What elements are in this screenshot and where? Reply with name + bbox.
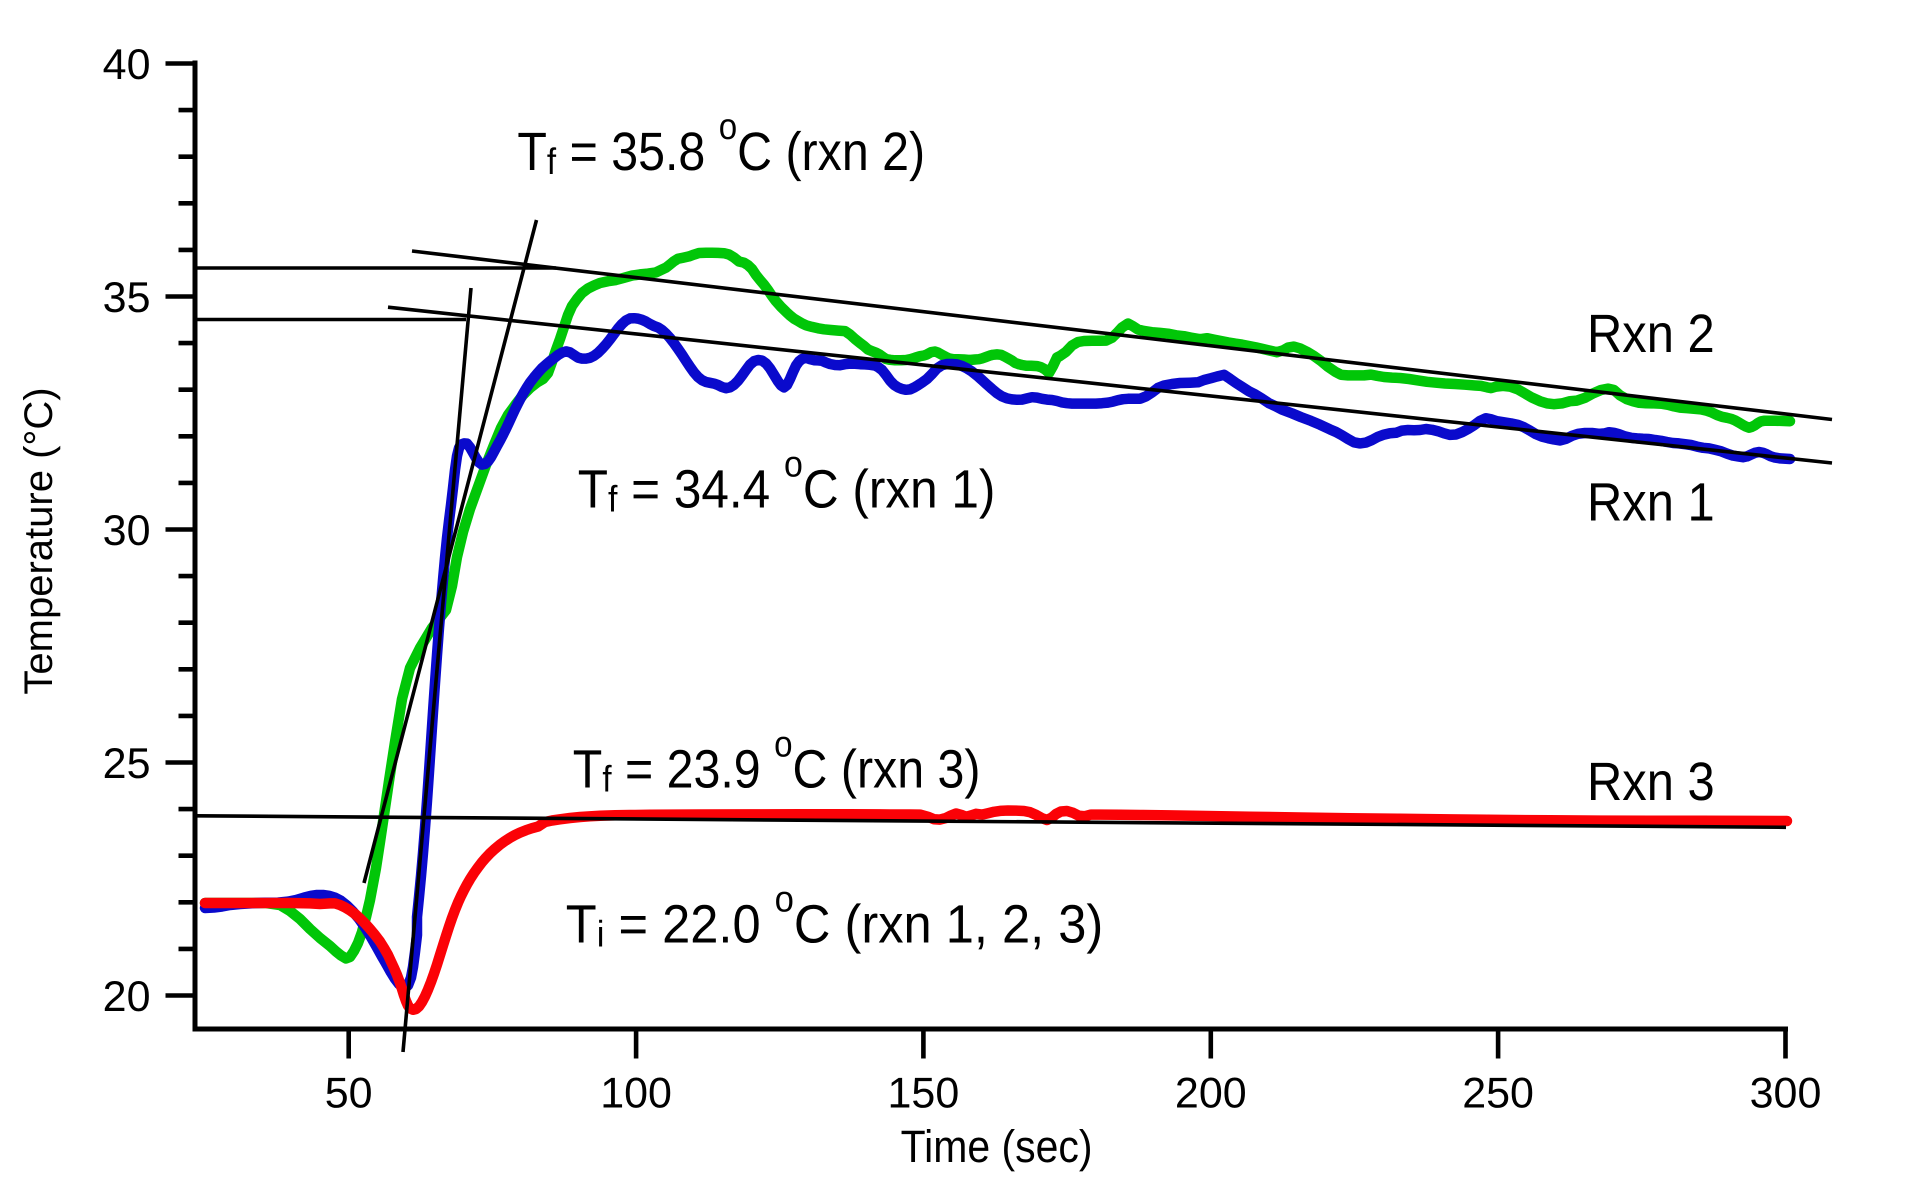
svg-text:50: 50 bbox=[325, 1070, 373, 1118]
svg-text:25: 25 bbox=[103, 740, 151, 788]
svg-text:Rxn 2: Rxn 2 bbox=[1587, 304, 1715, 364]
svg-text:Rxn 3: Rxn 3 bbox=[1587, 752, 1715, 812]
svg-text:250: 250 bbox=[1462, 1070, 1534, 1118]
svg-text:35: 35 bbox=[103, 274, 151, 322]
svg-text:200: 200 bbox=[1175, 1070, 1247, 1118]
svg-text:Temperature (°C): Temperature (°C) bbox=[17, 387, 61, 694]
svg-text:100: 100 bbox=[600, 1070, 672, 1118]
svg-text:20: 20 bbox=[103, 973, 151, 1021]
svg-text:Rxn 1: Rxn 1 bbox=[1587, 473, 1715, 533]
svg-text:150: 150 bbox=[888, 1070, 960, 1118]
svg-text:300: 300 bbox=[1750, 1070, 1822, 1118]
svg-text:30: 30 bbox=[103, 507, 151, 555]
svg-text:Time (sec): Time (sec) bbox=[901, 1121, 1093, 1172]
svg-text:40: 40 bbox=[103, 41, 151, 89]
